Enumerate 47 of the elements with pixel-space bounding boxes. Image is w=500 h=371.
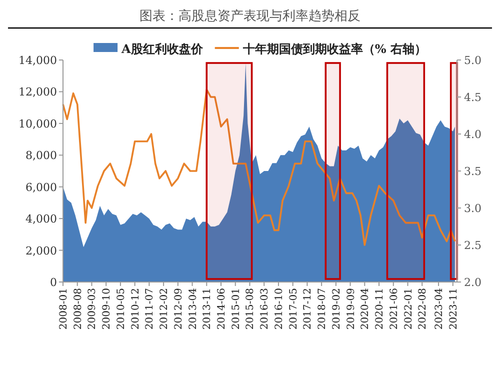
- y2-tick-label: 4.5: [464, 91, 482, 104]
- x-tick-label: 2013-04: [188, 288, 199, 330]
- x-tick-label: 2017-05: [288, 288, 300, 330]
- x-tick-label: 2010-05: [116, 288, 127, 330]
- x-tick-label: 2008-08: [72, 288, 84, 330]
- x-tick-label: 2016-03: [260, 288, 271, 330]
- x-tick-label: 2009-03: [87, 288, 98, 330]
- x-tick-label: 2020-04: [360, 288, 372, 330]
- y-tick-label: 14,000: [18, 54, 57, 67]
- y-tick-label: 10,000: [18, 117, 57, 130]
- x-tick-label: 2020-11: [374, 288, 386, 330]
- x-tick-label: 2022-01: [403, 288, 414, 330]
- line-series: [62, 88, 456, 246]
- x-tick-label: 2012-09: [173, 288, 184, 330]
- x-tick-label: 2009-10: [102, 288, 113, 330]
- x-tick-label: 2015-08: [245, 288, 256, 330]
- x-tick-label: 2019-09: [346, 288, 357, 330]
- x-tick-label: 2008-01: [58, 288, 70, 330]
- y-tick-label: 6,000: [26, 180, 57, 194]
- x-tick-label: 2022-08: [418, 288, 429, 330]
- chart-title: 图表：高股息资产表现与利率趋势相反: [140, 8, 360, 24]
- y2-tick-label: 2.0: [464, 276, 482, 289]
- x-tick-label: 2015-01: [230, 288, 242, 330]
- x-tick-label: 2021-06: [388, 288, 400, 330]
- y2-tick-label: 3.0: [464, 202, 482, 215]
- y2-tick-label: 4.0: [464, 128, 482, 141]
- x-tick-label: 2018-07: [317, 288, 328, 330]
- legend-label: 十年期国债到期收益率（% 右轴）: [242, 42, 426, 56]
- y2-tick-label: 3.5: [464, 165, 482, 178]
- x-tick-label: 2010-12: [130, 288, 142, 330]
- x-tick-label: 2023-11: [448, 288, 460, 330]
- y-tick-label: 8,000: [26, 149, 57, 162]
- legend-label: A股红利收盘价: [120, 42, 204, 56]
- x-tick-label: 2014-06: [216, 288, 228, 330]
- y-tick-label: 4,000: [26, 212, 57, 226]
- x-tick-label: 2013-11: [202, 288, 214, 330]
- y2-tick-label: 2.5: [464, 239, 482, 252]
- x-tick-label: 2012-02: [159, 288, 170, 330]
- y2-tick-label: 5.0: [464, 54, 482, 67]
- x-tick-label: 2017-12: [302, 288, 314, 330]
- y-tick-label: 2,000: [26, 244, 57, 258]
- y-tick-label: 0: [50, 276, 57, 289]
- x-tick-label: 2023-04: [434, 288, 446, 330]
- x-tick-label: 2019-02: [331, 288, 342, 330]
- y-tick-label: 12,000: [18, 86, 57, 99]
- x-tick-label: 2011-07: [144, 288, 156, 330]
- x-tick-label: 2016-10: [274, 288, 285, 330]
